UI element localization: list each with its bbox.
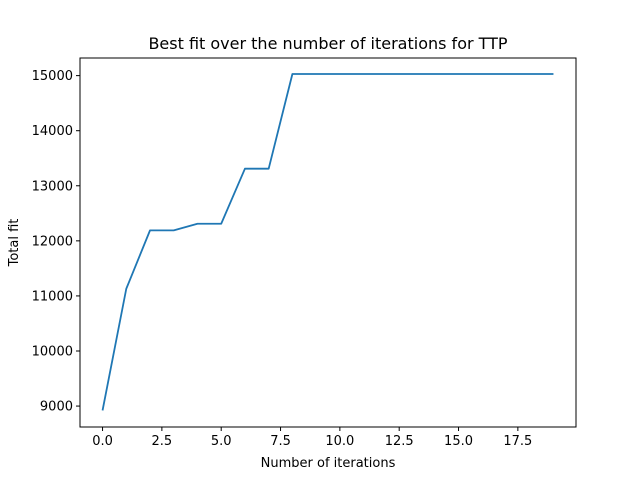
- x-tick-label: 10.0: [325, 434, 354, 449]
- x-tick-label: 12.5: [385, 434, 414, 449]
- plot-area: [101, 73, 554, 411]
- y-tick-label: 15000: [32, 69, 73, 84]
- y-tick-label: 10000: [32, 344, 73, 359]
- y-tick-label: 14000: [32, 124, 73, 139]
- x-axis-label: Number of iterations: [261, 456, 396, 471]
- y-axis-ticks: 9000 10000 11000 12000 13000 14000 15000: [32, 69, 80, 415]
- x-tick-label: 17.5: [503, 434, 532, 449]
- y-axis-label: Total fit: [7, 219, 22, 268]
- y-tick-label: 12000: [32, 234, 73, 249]
- x-tick-label: 7.5: [270, 434, 291, 449]
- axes-frame: [79, 57, 577, 428]
- x-tick-label: 2.5: [152, 434, 173, 449]
- x-tick-label: 15.0: [444, 434, 473, 449]
- chart-title: Best fit over the number of iterations f…: [148, 34, 507, 53]
- series-line-0: [101, 73, 554, 411]
- x-tick-label: 0.0: [92, 434, 113, 449]
- x-tick-label: 5.0: [211, 434, 232, 449]
- y-tick-label: 13000: [32, 179, 73, 194]
- y-tick-label: 9000: [40, 400, 73, 415]
- y-tick-label: 11000: [32, 289, 73, 304]
- x-axis-ticks: 0.0 2.5 5.0 7.5 10.0 12.5 15.0 17.5: [92, 427, 532, 449]
